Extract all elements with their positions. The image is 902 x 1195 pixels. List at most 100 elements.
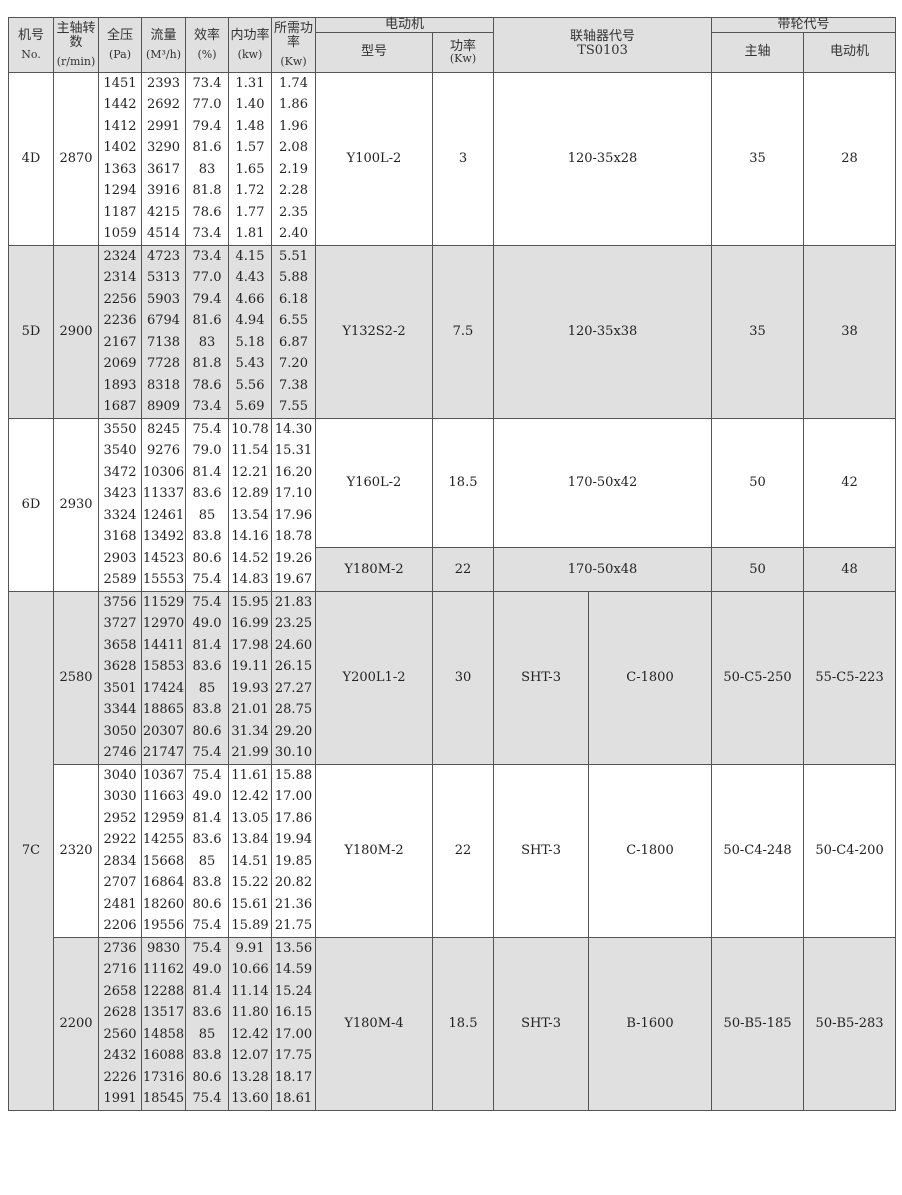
required-power: 18.78 — [271, 526, 316, 548]
header-efficiency: 效率 (%) — [185, 17, 229, 73]
pressure: 2658 — [98, 980, 142, 1003]
efficiency: 81.8 — [185, 180, 229, 202]
efficiency: 80.6 — [185, 893, 229, 916]
inner-power: 4.43 — [228, 267, 272, 289]
coupling-code: 170-50x48 — [493, 547, 713, 592]
efficiency: 83.8 — [185, 526, 229, 548]
table-row: 1402 3290 81.6 1.57 2.08 — [9, 137, 896, 159]
flow: 6794 — [141, 310, 186, 332]
required-power: 6.18 — [271, 288, 316, 311]
table-row: 2320 3040 10367 75.4 11.61 15.88 Y180M-2 22 SHT-… — [9, 763, 897, 938]
fan-spec-table: 机号 No. 主轴转数 (r/min) 全压 (Pa) 流量 (M³/h) 效率 (%) … — [8, 17, 897, 1111]
flow: 3617 — [141, 158, 186, 181]
table-row: 2746 21747 75.4 21.99 30.10 — [9, 742, 896, 765]
inner-power: 4.15 — [228, 244, 272, 268]
flow: 12288 — [141, 980, 186, 1003]
table-row: 1294 3916 81.8 1.72 2.28 — [9, 180, 896, 202]
required-power: 17.00 — [271, 786, 316, 808]
efficiency: 75.4 — [185, 936, 229, 960]
inner-power: 12.42 — [228, 786, 272, 808]
header-motor: 电动机 — [314, 17, 495, 33]
table-row: 2236 6794 81.6 4.94 6.55 — [9, 310, 896, 332]
flow: 12970 — [141, 613, 186, 635]
pressure: 2432 — [98, 1045, 142, 1067]
inner-power: 11.14 — [228, 980, 272, 1003]
pressure: 1402 — [98, 137, 142, 159]
flow: 15553 — [141, 569, 186, 592]
header-no: 机号 No. — [8, 17, 54, 73]
belt-main: 35 — [711, 244, 805, 419]
inner-power: 12.42 — [228, 1023, 272, 1046]
efficiency: 73.4 — [185, 244, 229, 268]
efficiency: 83.8 — [185, 872, 229, 894]
header-eff-label: 效率 — [193, 28, 220, 44]
header-pressure-unit: (Pa) — [108, 47, 132, 61]
table-row: 2560 14858 85 12.42 17.00 — [9, 1023, 896, 1046]
flow: 2692 — [141, 94, 186, 116]
table-row: 2707 16864 83.8 15.22 20.82 — [9, 872, 896, 894]
flow: 3916 — [141, 180, 186, 202]
efficiency: 75.4 — [185, 569, 229, 592]
table-row: 3030 11663 49.0 12.42 17.00 — [9, 786, 896, 808]
efficiency: 77.0 — [185, 267, 229, 289]
spindle-speed: 2320 — [53, 763, 99, 938]
efficiency: 73.4 — [185, 71, 229, 95]
flow: 7728 — [141, 353, 186, 375]
pressure: 3324 — [98, 504, 142, 527]
motor-power: 22 — [431, 547, 495, 592]
flow: 7138 — [141, 331, 186, 354]
flow: 18545 — [141, 1088, 186, 1111]
table-row: 2314 5313 77.0 4.43 5.88 — [9, 267, 896, 289]
required-power: 2.19 — [271, 158, 316, 181]
belt-main: 50-B5-185 — [711, 936, 805, 1111]
coupling-size: C-1800 — [588, 590, 713, 765]
pressure: 2236 — [98, 310, 142, 332]
table-row: 2206 19556 75.4 15.89 21.75 — [9, 915, 896, 938]
table-row: 3344 18865 83.8 21.01 28.75 — [9, 699, 896, 721]
inner-power: 10.66 — [228, 959, 272, 981]
pressure: 3344 — [98, 699, 142, 721]
efficiency: 83.8 — [185, 699, 229, 721]
inner-power: 13.84 — [228, 829, 272, 851]
inner-power: 5.43 — [228, 353, 272, 375]
table-row: 1991 18545 75.4 13.60 18.61 — [9, 1088, 896, 1111]
table-row: 1687 8909 73.4 5.69 7.55 — [9, 396, 896, 419]
pressure: 2481 — [98, 893, 142, 916]
required-power: 6.87 — [271, 331, 316, 354]
pressure: 2589 — [98, 569, 142, 592]
pressure: 3423 — [98, 483, 142, 505]
inner-power: 1.57 — [228, 137, 272, 159]
inner-power: 5.56 — [228, 374, 272, 397]
inner-power: 5.69 — [228, 396, 272, 419]
required-power: 19.85 — [271, 850, 316, 873]
efficiency: 79.0 — [185, 440, 229, 462]
coupling-code: 170-50x42 — [493, 417, 713, 549]
belt-main: 50 — [711, 547, 805, 592]
required-power: 29.20 — [271, 720, 316, 743]
header-motor-model: 型号 — [315, 31, 433, 73]
model-no: 4D — [8, 71, 54, 246]
required-power: 20.82 — [271, 872, 316, 894]
efficiency: 73.4 — [185, 396, 229, 419]
efficiency: 81.6 — [185, 137, 229, 159]
required-power: 17.10 — [271, 483, 316, 505]
inner-power: 21.01 — [228, 699, 272, 721]
motor-power: 18.5 — [431, 936, 495, 1111]
required-power: 15.88 — [271, 763, 316, 787]
coupling-code: 120-35x38 — [493, 244, 713, 419]
required-power: 17.86 — [271, 807, 316, 830]
header-speed: 主轴转数 (r/min) — [53, 17, 99, 73]
spindle-speed: 2200 — [53, 936, 99, 1111]
pressure: 2746 — [98, 742, 142, 765]
inner-power: 31.34 — [228, 720, 272, 743]
table-row: 3324 12461 85 13.54 17.96 — [9, 504, 896, 527]
efficiency: 49.0 — [185, 613, 229, 635]
header-flow: 流量 (M³/h) — [141, 17, 186, 73]
belt-main: 50-C5-250 — [711, 590, 805, 765]
header-flow-label: 流量 — [150, 28, 177, 44]
inner-power: 5.18 — [228, 331, 272, 354]
coupling-size: C-1800 — [588, 763, 713, 938]
efficiency: 75.4 — [185, 590, 229, 614]
belt-motor: 42 — [803, 417, 897, 549]
efficiency: 83.6 — [185, 483, 229, 505]
